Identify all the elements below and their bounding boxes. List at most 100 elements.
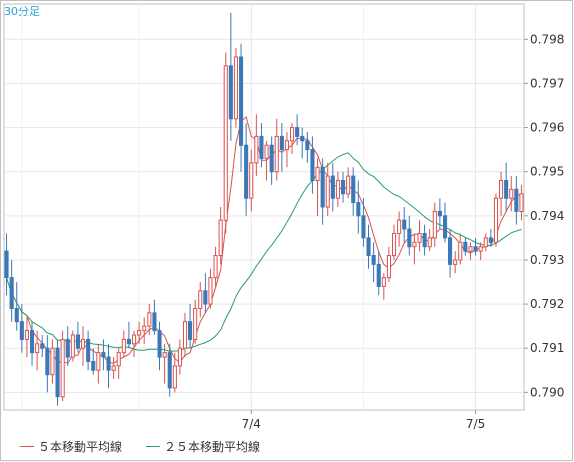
candle-up: [24, 330, 29, 340]
candle-down: [463, 241, 468, 252]
candle-up: [397, 219, 402, 234]
x-tick-label: 7/4: [242, 417, 261, 431]
candle-up: [116, 352, 121, 367]
candle-down: [259, 135, 264, 159]
candle-down: [91, 361, 96, 371]
candle-down: [366, 237, 371, 257]
candle-down: [244, 144, 249, 199]
y-tick-label: 0.794: [530, 209, 564, 223]
candle-up: [468, 246, 473, 252]
candle-down: [167, 352, 172, 389]
candle-down: [320, 166, 325, 208]
candle-up: [172, 365, 177, 389]
candle-down: [55, 347, 60, 398]
y-tick-label: 0.797: [530, 76, 564, 90]
candle-up: [264, 144, 269, 159]
candle-up: [177, 347, 182, 367]
candle-up: [519, 193, 524, 213]
candle-up: [249, 162, 254, 199]
candle-up: [70, 334, 75, 358]
candle-down: [106, 356, 111, 371]
candle-down: [422, 233, 427, 248]
candle-up: [137, 330, 142, 336]
legend-label-ma5: ５本移動平均線: [38, 440, 123, 454]
candle-down: [305, 140, 310, 151]
candle-up: [483, 237, 488, 248]
candle-down: [101, 352, 106, 358]
candle-up: [50, 347, 55, 376]
candle-down: [14, 308, 19, 323]
candle-down: [279, 135, 284, 151]
candle-down: [402, 219, 407, 230]
candle-down: [310, 149, 315, 182]
candle-up: [35, 343, 40, 354]
candle-down: [19, 321, 24, 340]
candle-down: [407, 228, 412, 248]
y-tick-label: 0.796: [530, 121, 564, 135]
candle-down: [86, 338, 91, 362]
candle-up: [142, 325, 147, 332]
y-tick-label: 0.793: [530, 253, 564, 267]
ma25-line: [6, 152, 522, 352]
candle-up: [208, 277, 213, 305]
candle-down: [126, 338, 132, 345]
candle-up: [427, 237, 432, 248]
candle-down: [269, 144, 274, 173]
candle-up: [193, 308, 198, 340]
candle-up: [458, 241, 463, 261]
candle-up: [478, 246, 483, 252]
candle-up: [274, 135, 279, 173]
candle-up: [121, 338, 126, 354]
candle-down: [300, 135, 305, 142]
candle-down: [341, 180, 346, 195]
candle-up: [254, 135, 259, 164]
candle-down: [488, 237, 493, 243]
candle-down: [437, 210, 442, 217]
candle-up: [81, 338, 86, 349]
candle-down: [203, 290, 208, 305]
y-tick-label: 0.790: [530, 385, 564, 399]
candle-up: [284, 140, 289, 151]
candle-down: [356, 202, 361, 217]
candle-up: [432, 210, 437, 239]
candle-up: [386, 255, 391, 279]
ma5-line: [6, 116, 522, 364]
candle-down: [4, 250, 9, 279]
candle-up: [213, 255, 218, 279]
candle-up: [325, 175, 330, 208]
candle-down: [514, 188, 519, 212]
candle-up: [315, 166, 320, 182]
candle-down: [295, 127, 300, 137]
candle-down: [65, 338, 70, 358]
candle-down: [351, 175, 356, 204]
candle-down: [188, 321, 193, 340]
candle-down: [376, 263, 381, 287]
legend-item-ma25: ２５本移動平均線: [146, 438, 260, 455]
candle-up: [392, 233, 397, 257]
y-tick-label: 0.792: [530, 297, 564, 311]
candle-down: [361, 215, 366, 239]
candle-up: [132, 334, 137, 345]
plot-area: [3, 3, 525, 411]
candle-up: [499, 180, 504, 199]
candle-up: [223, 65, 228, 221]
candle-down: [9, 277, 14, 310]
candle-up: [233, 56, 238, 120]
candle-down: [30, 330, 35, 354]
candle-up: [493, 197, 498, 243]
candle-up: [96, 352, 101, 371]
y-tick-label: 0.791: [530, 341, 564, 355]
candle-up: [60, 338, 65, 398]
candle-down: [448, 237, 453, 265]
candle-down: [443, 215, 448, 239]
candle-up: [412, 241, 417, 248]
legend-item-ma5: ５本移動平均線: [20, 438, 122, 455]
candle-down: [45, 347, 50, 376]
x-tick-label: 7/5: [466, 417, 485, 431]
candle-up: [417, 233, 422, 243]
legend-swatch-ma5: [20, 446, 34, 447]
candle-up: [183, 321, 188, 349]
candle-down: [152, 312, 157, 332]
